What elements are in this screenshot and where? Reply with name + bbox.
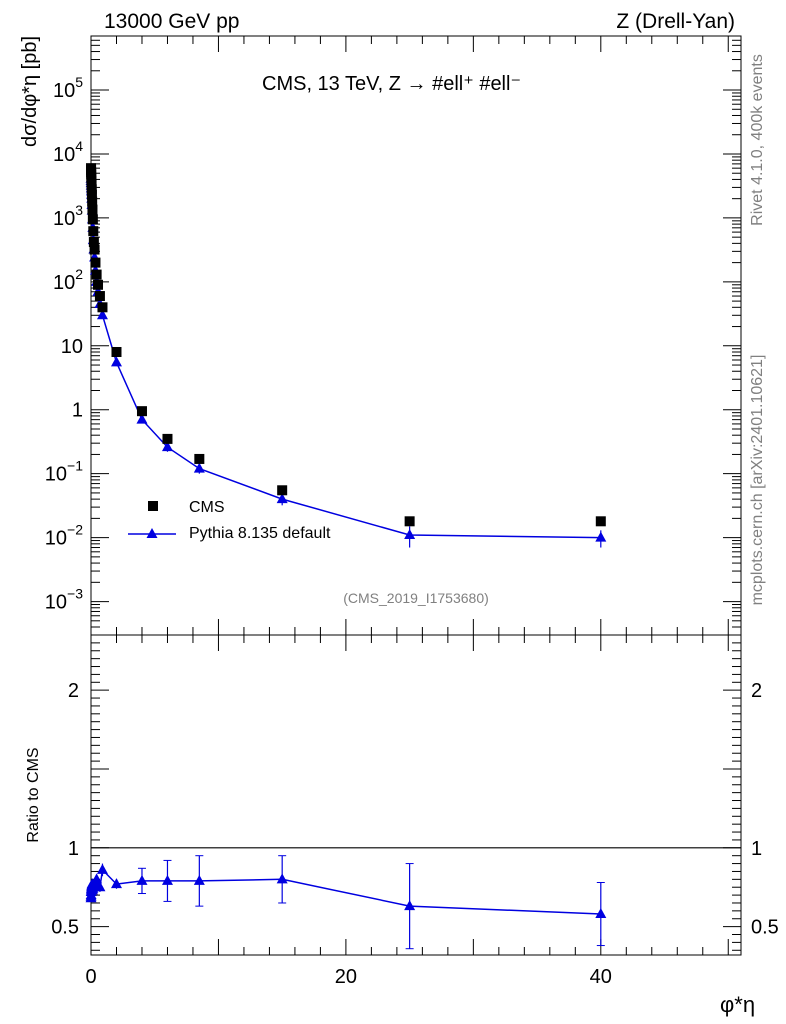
- main-ytick-label: 10−1: [45, 458, 83, 486]
- main-ytick-label: 105: [53, 74, 83, 102]
- legend-cms-marker: [148, 501, 158, 511]
- ratio-ytick-label-right: 1: [751, 838, 762, 860]
- ratio-frame: [90, 634, 742, 956]
- cms-point: [91, 269, 102, 280]
- ratio-point: [595, 908, 607, 919]
- ratio-point: [96, 863, 108, 874]
- ratio-point: [161, 874, 173, 885]
- cms-point: [86, 189, 97, 200]
- cms-point: [136, 406, 147, 417]
- x-tick-label: 0: [85, 966, 96, 988]
- cms-point: [595, 516, 606, 527]
- cms-point: [404, 516, 415, 527]
- ratio-ytick-label: 0.5: [51, 917, 79, 939]
- cms-point: [97, 302, 108, 313]
- main-ytick-label: 1: [72, 400, 83, 422]
- ratio-point: [136, 874, 148, 885]
- main-ytick-label: 103: [53, 202, 83, 230]
- watermark: (CMS_2019_I1753680): [343, 590, 489, 606]
- ratio-point: [193, 874, 205, 885]
- cms-point: [162, 433, 173, 444]
- main-ytick-label: 10−3: [45, 586, 83, 614]
- rivet-label: Rivet 4.1.0, 400k events: [749, 54, 766, 226]
- ratio-ytick-label: 1: [68, 838, 79, 860]
- legend-cms-label: CMS: [189, 499, 225, 516]
- main-ytick-label: 10: [61, 336, 83, 358]
- pythia-point: [161, 441, 173, 452]
- pythia-point: [595, 531, 607, 542]
- main-ytick-label: 10−2: [45, 522, 83, 550]
- cms-point: [94, 291, 105, 302]
- pythia-point: [110, 356, 122, 367]
- pythia-point: [404, 528, 416, 539]
- pythia-point: [276, 493, 288, 504]
- ratio-point: [404, 900, 416, 911]
- pythia-point: [193, 462, 205, 473]
- header-right: Z (Drell-Yan): [616, 10, 735, 33]
- cms-point: [277, 485, 288, 496]
- ratio-point: [110, 878, 122, 889]
- axes-layer: 0 20 40 10−3 10−2 10−1 1 10 102 103 104 105 0.5 0.5 1 1…: [45, 35, 779, 988]
- cms-point: [111, 346, 122, 357]
- main-frame: [90, 35, 742, 636]
- legend-pythia-label: Pythia 8.135 default: [189, 525, 331, 542]
- pythia-point: [136, 413, 148, 424]
- main-ytick-label: 104: [53, 138, 83, 166]
- pythia-point: [96, 309, 108, 320]
- cms-point: [194, 453, 205, 464]
- legend-pythia-marker: [146, 528, 158, 538]
- ratio-ylabel: Ratio to CMS: [25, 747, 42, 842]
- x-tick-label: 40: [590, 966, 612, 988]
- cms-point: [90, 257, 101, 268]
- main-ylabel: dσ/dφ*η [pb]: [19, 36, 41, 147]
- cms-point: [88, 237, 99, 248]
- cms-point: [88, 226, 99, 237]
- ratio-ytick-label-right: 2: [751, 680, 762, 702]
- ratio-point: [276, 873, 288, 884]
- x-tick-label: 20: [335, 966, 357, 988]
- x-axis-title: φ*η: [720, 992, 755, 1017]
- mcplots-label: mcplots.cern.ch [arXiv:2401.10621]: [749, 355, 766, 606]
- legend: CMS Pythia 8.135 default: [128, 499, 331, 542]
- pythia-line: [90, 178, 601, 539]
- cms-point: [89, 244, 100, 255]
- main-ytick-label: 102: [53, 266, 83, 294]
- ratio-point: [94, 881, 106, 892]
- ratio-ytick-label: 2: [68, 680, 79, 702]
- cms-point: [93, 279, 104, 290]
- cms-point: [87, 214, 98, 225]
- cms-point: [87, 204, 98, 215]
- main-title: CMS, 13 TeV, Z → #ell⁺ #ell⁻: [262, 73, 521, 95]
- cms-point: [86, 184, 97, 195]
- data-layer: [85, 163, 607, 950]
- cms-point: [87, 196, 98, 207]
- ratio-ytick-label-right: 0.5: [751, 917, 779, 939]
- header-left: 13000 GeV pp: [104, 10, 239, 33]
